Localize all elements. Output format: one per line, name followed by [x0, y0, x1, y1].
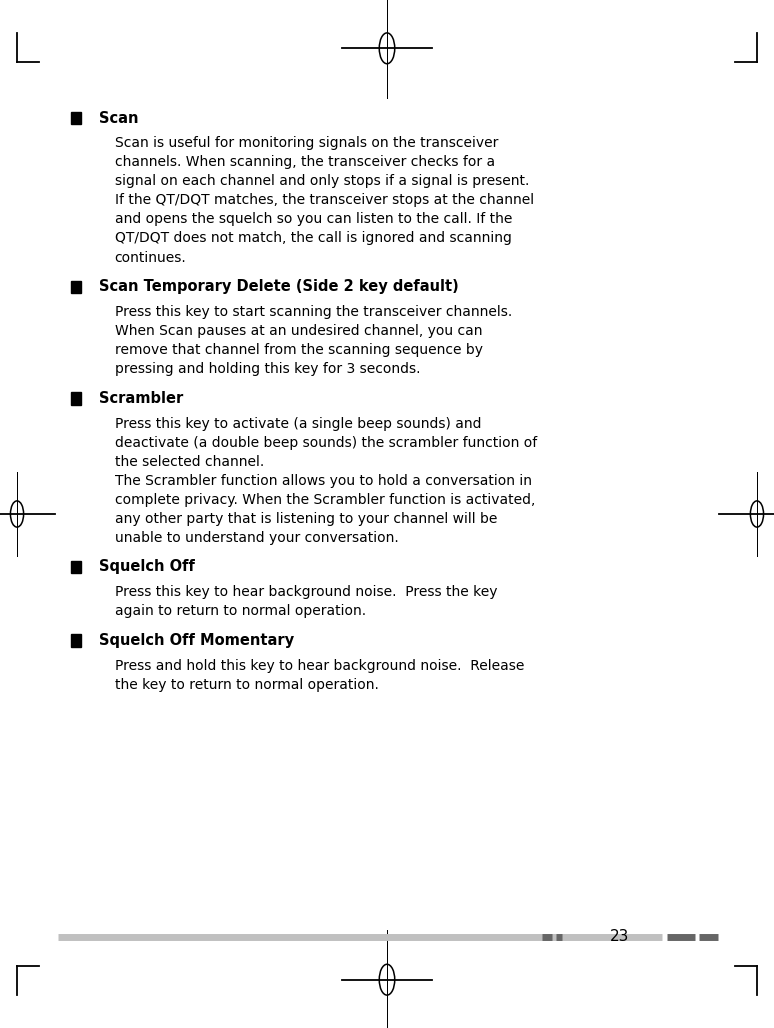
Text: Press this key to start scanning the transceiver channels.: Press this key to start scanning the tra… — [115, 305, 512, 319]
Text: If the QT/DQT matches, the transceiver stops at the channel: If the QT/DQT matches, the transceiver s… — [115, 193, 534, 208]
Text: the selected channel.: the selected channel. — [115, 454, 264, 469]
Text: Scan Temporary Delete (Side 2 key default): Scan Temporary Delete (Side 2 key defaul… — [99, 280, 459, 294]
Text: When Scan pauses at an undesired channel, you can: When Scan pauses at an undesired channel… — [115, 324, 482, 338]
Bar — [71, 560, 80, 573]
Text: remove that channel from the scanning sequence by: remove that channel from the scanning se… — [115, 343, 482, 357]
Text: Squelch Off: Squelch Off — [99, 559, 195, 575]
Text: QT/DQT does not match, the call is ignored and scanning: QT/DQT does not match, the call is ignor… — [115, 231, 512, 246]
Text: any other party that is listening to your channel will be: any other party that is listening to you… — [115, 512, 497, 525]
Text: again to return to normal operation.: again to return to normal operation. — [115, 604, 365, 618]
Text: Scan is useful for monitoring signals on the transceiver: Scan is useful for monitoring signals on… — [115, 137, 498, 150]
Text: 23: 23 — [609, 929, 629, 944]
Text: the key to return to normal operation.: the key to return to normal operation. — [115, 677, 378, 692]
Text: Press this key to activate (a single beep sounds) and: Press this key to activate (a single bee… — [115, 416, 481, 431]
Text: continues.: continues. — [115, 251, 187, 264]
Bar — [71, 392, 80, 404]
Text: channels. When scanning, the transceiver checks for a: channels. When scanning, the transceiver… — [115, 155, 495, 170]
Text: pressing and holding this key for 3 seconds.: pressing and holding this key for 3 seco… — [115, 362, 420, 376]
Text: The Scrambler function allows you to hold a conversation in: The Scrambler function allows you to hol… — [115, 474, 532, 487]
Text: Squelch Off Momentary: Squelch Off Momentary — [99, 633, 294, 648]
Bar — [71, 281, 80, 293]
Text: and opens the squelch so you can listen to the call. If the: and opens the squelch so you can listen … — [115, 213, 512, 226]
Bar — [71, 112, 80, 124]
Text: Press and hold this key to hear background noise.  Release: Press and hold this key to hear backgrou… — [115, 659, 524, 672]
Text: Scrambler: Scrambler — [99, 391, 183, 406]
Text: signal on each channel and only stops if a signal is present.: signal on each channel and only stops if… — [115, 175, 529, 188]
Text: deactivate (a double beep sounds) the scrambler function of: deactivate (a double beep sounds) the sc… — [115, 436, 537, 449]
Text: Scan: Scan — [99, 111, 139, 125]
Text: Press this key to hear background noise.  Press the key: Press this key to hear background noise.… — [115, 585, 497, 599]
Bar — [71, 634, 80, 647]
Text: unable to understand your conversation.: unable to understand your conversation. — [115, 530, 399, 545]
Text: complete privacy. When the Scrambler function is activated,: complete privacy. When the Scrambler fun… — [115, 492, 535, 507]
